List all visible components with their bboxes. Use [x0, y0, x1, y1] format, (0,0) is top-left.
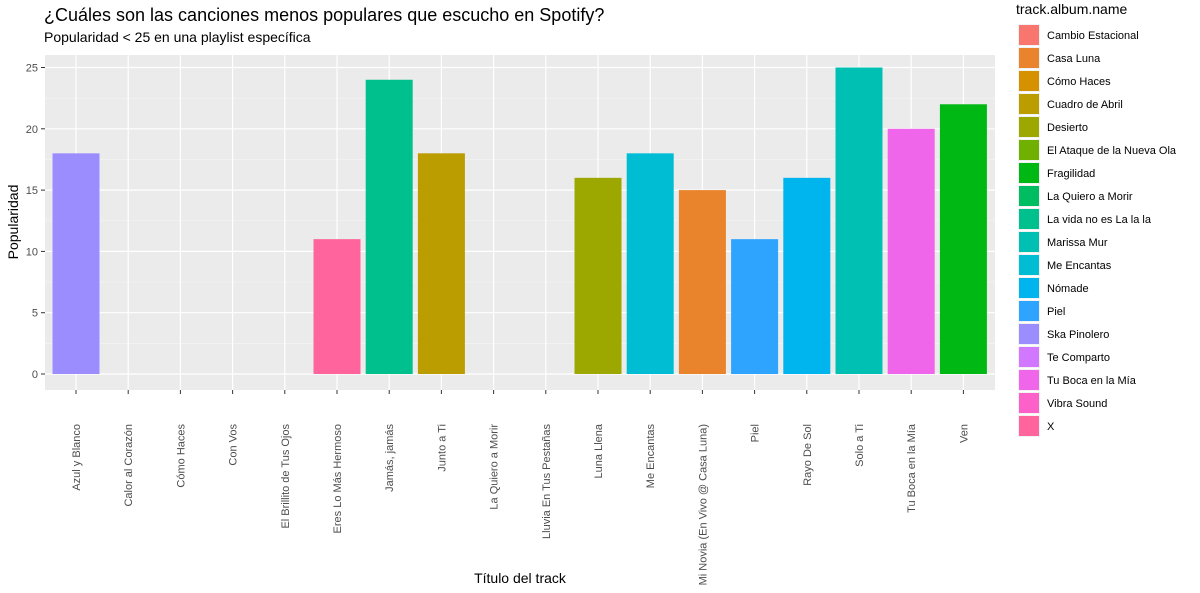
legend-label: Cuadro de Abril: [1047, 99, 1123, 111]
bar: [731, 239, 779, 374]
legend-label: Fragilidad: [1047, 168, 1095, 180]
legend-label: Cómo Haces: [1047, 76, 1111, 88]
x-tick-label: Solo a Ti: [854, 424, 866, 467]
legend-swatch: [1019, 370, 1039, 390]
x-tick-label: Eres Lo Más Hermoso: [332, 424, 344, 533]
legend: track.album.name Cambio Estacional Casa L…: [1016, 1, 1177, 437]
legend-label: Me Encantas: [1047, 260, 1112, 272]
legend-label: El Ataque de la Nueva Ola: [1047, 145, 1177, 157]
legend-label: Desierto: [1047, 122, 1088, 134]
legend-swatch: [1019, 117, 1039, 137]
legend-swatch: [1019, 94, 1039, 114]
bars: [52, 67, 987, 374]
bar: [835, 67, 883, 374]
legend-swatch: [1019, 25, 1039, 45]
x-tick-label: Junto a Ti: [436, 424, 448, 472]
legend-swatch: [1019, 255, 1039, 275]
y-tick-label: 0: [32, 369, 38, 381]
y-tick-label: 20: [26, 124, 38, 136]
x-tick-label: Cómo Haces: [175, 424, 187, 488]
legend-label: Nómade: [1047, 283, 1089, 295]
chart-title: ¿Cuáles son las canciones menos populare…: [44, 5, 604, 25]
x-tick-label: Rayo De Sol: [802, 424, 814, 486]
bar: [678, 190, 726, 374]
y-tick-label: 15: [26, 185, 38, 197]
legend-swatch: [1019, 232, 1039, 252]
legend-label: Marissa Mur: [1047, 237, 1108, 249]
y-axis: 0 5 10 15 20 25: [26, 63, 45, 381]
legend-swatch: [1019, 186, 1039, 206]
bar: [887, 128, 935, 374]
x-tick-label: La Quiero a Morir: [489, 424, 501, 510]
x-tick-label: Me Encantas: [645, 424, 657, 489]
legend-label: Tu Boca en la Mía: [1047, 375, 1137, 387]
bar: [52, 153, 100, 374]
x-tick-label: Con Vos: [228, 424, 240, 466]
y-axis-title: Popularidad: [5, 185, 21, 260]
legend-swatch: [1019, 416, 1039, 436]
bar: [783, 177, 831, 374]
y-tick-label: 10: [26, 246, 38, 258]
x-tick-label: Lluvia En Tus Pestañas: [541, 424, 553, 539]
legend-label: La vida no es La la la: [1047, 214, 1152, 226]
x-axis-title: Título del track: [474, 570, 567, 586]
legend-swatch: [1019, 48, 1039, 68]
x-tick-label: Azul y Blanco: [71, 424, 83, 491]
legend-swatch: [1019, 347, 1039, 367]
legend-swatch: [1019, 324, 1039, 344]
y-tick-label: 25: [26, 63, 38, 75]
x-tick-label: El Brillito de Tus Ojos: [280, 424, 292, 529]
legend-swatch: [1019, 71, 1039, 91]
x-tick-label: Jamás, jamás: [384, 424, 396, 492]
legend-swatch: [1019, 140, 1039, 160]
x-axis: Azul y Blanco Calor al Corazón Cómo Haces C…: [71, 390, 970, 585]
legend-label: Cambio Estacional: [1047, 30, 1139, 42]
legend-label: Piel: [1047, 306, 1065, 318]
bar: [939, 104, 987, 374]
bar: [365, 79, 413, 374]
x-tick-label: Ven: [958, 424, 970, 443]
chart-subtitle: Popularidad < 25 en una playlist específ…: [44, 29, 311, 45]
x-tick-label: Calor al Corazón: [123, 424, 135, 507]
legend-title: track.album.name: [1016, 1, 1127, 17]
bar: [417, 153, 465, 374]
legend-swatch: [1019, 278, 1039, 298]
x-tick-label: Tu Boca en la Mía: [906, 423, 918, 513]
legend-label: X: [1047, 421, 1055, 433]
y-tick-label: 5: [32, 308, 38, 320]
legend-swatch: [1019, 301, 1039, 321]
legend-label: Casa Luna: [1047, 53, 1101, 65]
legend-swatch: [1019, 163, 1039, 183]
legend-label: La Quiero a Morir: [1047, 191, 1133, 203]
x-tick-label: Luna Llena: [593, 423, 605, 478]
bar: [313, 239, 361, 374]
legend-label: Te Comparto: [1047, 352, 1110, 364]
x-tick-label: Piel: [750, 424, 762, 442]
legend-label: Ska Pinolero: [1047, 329, 1109, 341]
legend-swatch: [1019, 393, 1039, 413]
bar: [574, 177, 622, 374]
legend-swatch: [1019, 209, 1039, 229]
legend-label: Vibra Sound: [1047, 398, 1107, 410]
bar: [626, 153, 674, 374]
x-tick-label: Mi Novia (En Vivo @ Casa Luna): [697, 424, 709, 585]
